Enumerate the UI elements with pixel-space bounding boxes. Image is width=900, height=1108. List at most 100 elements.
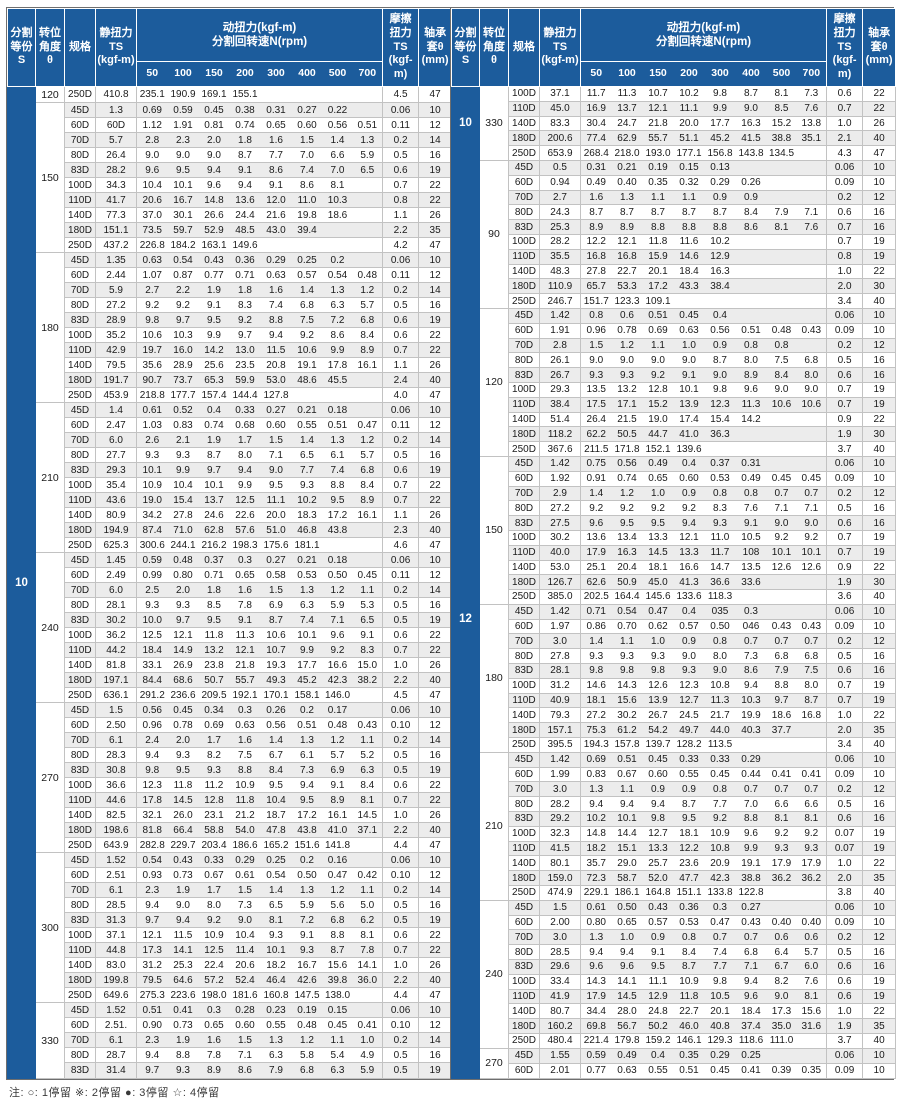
speed-cell: 0.78 <box>167 717 199 734</box>
speed-cell: 1.6 <box>229 732 261 749</box>
speed-cell: 7.3 <box>291 762 323 779</box>
speed-cell: 9.0 <box>229 912 261 929</box>
bearing-cell: 19 <box>418 162 453 179</box>
speed-cell: 41.3 <box>673 574 705 591</box>
spec-cell: 45D <box>508 159 540 176</box>
speed-cell: 14.5 <box>352 807 384 824</box>
speed-cell <box>796 174 828 191</box>
speed-cell: 198.0 <box>198 987 230 1004</box>
speed-cell: 9.0 <box>704 663 736 679</box>
speed-cell: 41.0 <box>673 426 705 443</box>
speed-cell: 1.03 <box>136 417 168 434</box>
speed-cell: 0.2 <box>291 702 323 719</box>
spec-cell: 83D <box>508 959 540 975</box>
bearing-cell: 10 <box>862 899 897 916</box>
speed-cell: 17.2 <box>322 507 353 524</box>
table-row: 10 120 250D 410.8 235.1 190.9 169.1 155.1 4.5 47 <box>7 85 453 1079</box>
speed-cell: 6.7 <box>766 959 797 975</box>
speed-cell: 68.6 <box>167 672 199 689</box>
speed-cell: 18.1 <box>673 825 705 842</box>
speed-cell: 164.8 <box>642 885 674 901</box>
speed-cell: 28.9 <box>167 357 199 374</box>
speed-cell: 9.1 <box>291 927 323 944</box>
speed-cell <box>796 751 828 768</box>
bearing-cell: 26 <box>862 115 897 132</box>
speed-cell: 1.7 <box>198 732 230 749</box>
speed-cell: 8.1 <box>796 988 828 1005</box>
speed-cell: 10.3 <box>167 327 199 344</box>
speed-cell: 9.9 <box>229 477 261 494</box>
speed-cell: 9.1 <box>322 777 353 794</box>
friction-torque-cell: 0.6 <box>382 927 420 944</box>
speed-cell: 9.6 <box>735 825 767 842</box>
speed-cell: 27.8 <box>580 263 612 280</box>
friction-torque-cell: 1.1 <box>382 507 420 524</box>
speed-cell: 0.63 <box>673 322 705 339</box>
spec-cell: 83D <box>64 912 96 929</box>
speed-cell: 0.67 <box>611 766 643 783</box>
speed-cell: 21.7 <box>704 707 736 724</box>
spec-cell: 250D <box>64 387 96 404</box>
friction-torque-cell: 0.11 <box>382 267 420 284</box>
speed-cell: 6.5 <box>352 612 384 629</box>
speed-cell: 12.3 <box>136 777 168 794</box>
speed-cell: 8.8 <box>642 219 674 235</box>
static-torque-cell: 28.9 <box>95 312 137 329</box>
table-row: 70D 5.9 2.7 2.2 1.9 1.8 1.6 1.4 1.3 1.2 0.2 14 <box>8 282 453 299</box>
speed-cell: 129.3 <box>704 1033 736 1049</box>
speed-cell: 0.57 <box>291 267 323 284</box>
spec-cell: 83D <box>64 162 96 179</box>
table-row: 180D 159.0 72.3 58.7 52.0 47.7 42.3 38.8 36.2 36.… <box>452 870 897 887</box>
speed-cell: 9.5 <box>260 477 292 494</box>
speed-cell: 77.4 <box>580 130 612 147</box>
speed-cell: 0.60 <box>260 417 292 434</box>
speed-cell: 0.36 <box>673 899 705 916</box>
speed-cell: 0.9 <box>704 337 736 354</box>
speed-cell: 8.8 <box>322 927 353 944</box>
static-torque-cell: 43.6 <box>95 492 137 509</box>
speed-cell: 156.8 <box>704 145 736 161</box>
speed-cell: 9.2 <box>611 500 643 517</box>
speed-cell: 0.37 <box>704 455 736 472</box>
speed-cell: 16.8 <box>611 248 643 265</box>
speed-cell: 12.8 <box>198 792 230 809</box>
speed-cell: 0.9 <box>673 781 705 798</box>
speed-cell: 9.4 <box>291 777 323 794</box>
spec-cell: 80D <box>64 597 96 614</box>
speed-cell: 175.6 <box>260 537 292 554</box>
speed-cell: 8.2 <box>766 973 797 990</box>
speed-cell: 9.6 <box>611 959 643 975</box>
static-torque-cell: 2.8 <box>539 337 581 354</box>
table-row: 100D 36.6 12.3 11.8 11.2 10.9 9.5 9.4 9.1 8.4 0.6 2… <box>8 777 453 794</box>
static-torque-cell: 30.8 <box>95 762 137 779</box>
speed-cell: 9.2 <box>642 367 674 383</box>
spec-cell: 100D <box>508 233 540 250</box>
static-torque-cell: 28.2 <box>95 162 137 179</box>
speed-cell: 138.0 <box>322 987 353 1004</box>
speed-cell: 9.6 <box>198 177 230 194</box>
spec-cell: 80D <box>64 147 96 164</box>
speed-cell: 218.8 <box>136 387 168 404</box>
speed-cell: 0.8 <box>704 485 736 502</box>
speed-cell: 51.1 <box>673 130 705 147</box>
speed-cell <box>796 426 828 443</box>
speed-cell: 9.2 <box>642 500 674 517</box>
speed-cell: 19.1 <box>735 855 767 872</box>
table-wrap-left: 分割 等份 S 转位 角度 θ 规格 静扭力 TS (kgf-m) 动扭力(kgf-m)… <box>6 7 453 1080</box>
speed-header: 100 <box>167 61 199 87</box>
speed-cell: 66.4 <box>167 822 199 839</box>
speed-cell: 9.6 <box>735 381 767 398</box>
speed-cell: 12.1 <box>673 529 705 546</box>
speed-cell <box>735 441 767 457</box>
speed-cell: 9.5 <box>260 777 292 794</box>
speed-cell: 0.43 <box>167 852 199 869</box>
speed-cell <box>352 702 384 719</box>
bearing-cell: 14 <box>418 882 453 899</box>
static-torque-cell: 1.92 <box>539 470 581 487</box>
speed-cell: 9.2 <box>766 529 797 546</box>
table-row: 120 45D 1.42 0.8 0.6 0.51 0.45 0.4 0.06 10 <box>452 307 897 457</box>
speed-cell: 59.7 <box>167 222 199 239</box>
table-row: 110D 41.7 20.6 16.7 14.8 13.6 12.0 11.0 10.3 0.8 2… <box>8 192 453 209</box>
speed-cell: 1.2 <box>611 337 643 354</box>
speed-cell: 21.8 <box>229 657 261 674</box>
